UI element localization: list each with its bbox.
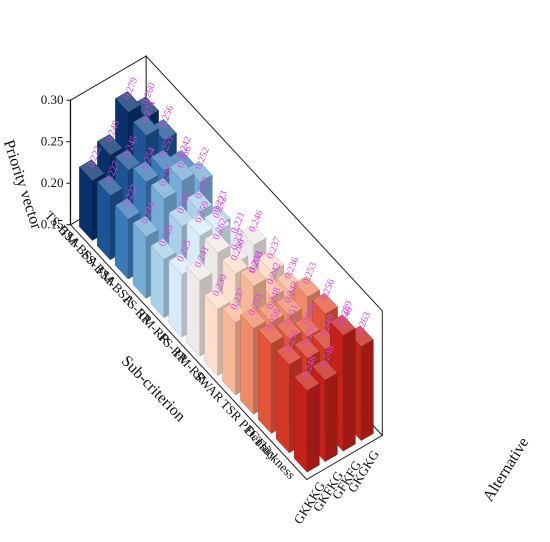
bar-side (324, 372, 338, 462)
bar-front (276, 350, 290, 454)
bar-front (240, 314, 254, 415)
bar-side (360, 339, 374, 441)
bar-front (150, 245, 165, 319)
bar-front (168, 260, 183, 338)
bar-side (342, 328, 356, 452)
y-axis-title: Alternative (480, 435, 533, 505)
bar-layer (79, 91, 374, 473)
z-tick-label: 0.20 (41, 175, 64, 190)
bar-front (114, 204, 129, 280)
bar-side (306, 383, 320, 473)
bar-Thickness-GKKKG (293, 369, 320, 473)
bar-front (79, 166, 93, 242)
bar-front (97, 181, 111, 261)
bar-TS-RR-GKKKG (150, 238, 177, 319)
z-tick-label: 0.15 (41, 217, 64, 232)
bar-front (258, 329, 272, 435)
z-tick-label: 0.25 (41, 134, 64, 149)
z-tick-label: 0.30 (41, 92, 64, 107)
bar-front (222, 308, 236, 396)
bar-front (186, 266, 200, 357)
bar-front (132, 222, 147, 299)
bar-front (204, 294, 218, 377)
bar-front (294, 376, 308, 473)
z-axis-title: Priority vector (0, 138, 45, 232)
